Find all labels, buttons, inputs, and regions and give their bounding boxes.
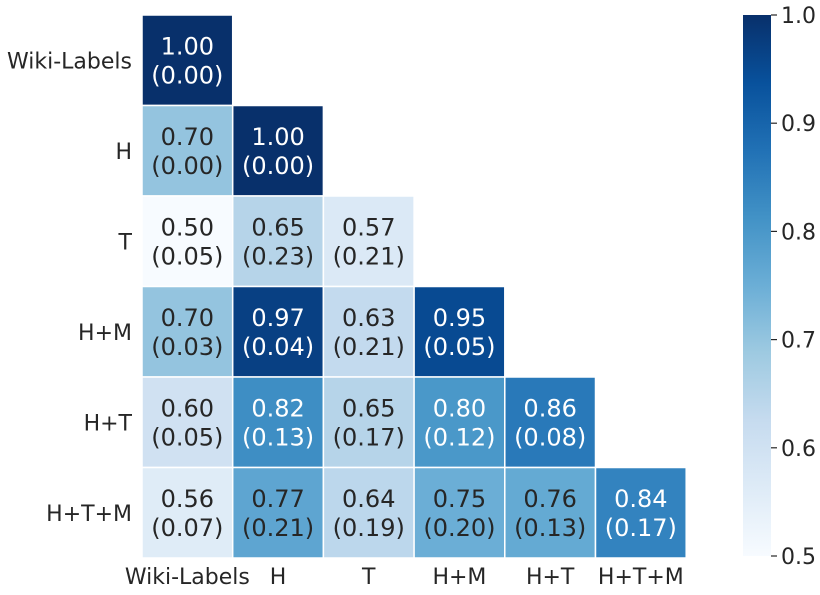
heatmap-cell	[413, 466, 506, 559]
heatmap-cell	[413, 285, 506, 378]
heatmap-cell	[322, 376, 415, 469]
heatmap-cell	[231, 285, 325, 378]
colorbar-tick-label: 0.7	[781, 329, 816, 354]
cell-annotation: 0.95 (0.05)	[423, 304, 495, 361]
cell-annotation: 0.70 (0.03)	[151, 304, 223, 361]
cell-annotation: 0.65 (0.17)	[333, 394, 405, 451]
column-label: H+T+M	[598, 565, 684, 590]
cell-annotation: 0.86 (0.08)	[514, 394, 586, 451]
cell-annotation: 0.82 (0.13)	[242, 394, 314, 451]
column-label: H+M	[432, 565, 486, 590]
column-label: H	[270, 565, 287, 590]
cell-annotation: 0.75 (0.20)	[423, 485, 495, 542]
cell-annotation: 0.65 (0.23)	[242, 213, 314, 270]
row-label: H	[115, 140, 132, 165]
colorbar: 0.5 0.6 0.7 0.8 0.9 1.0	[743, 4, 816, 570]
row-label: H+M	[78, 321, 132, 346]
heatmap-cell	[504, 466, 597, 559]
colorbar-tick-label: 0.6	[781, 437, 816, 462]
heatmap-cell	[322, 195, 415, 288]
colorbar-tick-label: 0.8	[781, 220, 816, 245]
cell-annotation: 0.50 (0.05)	[151, 213, 223, 270]
heatmap-cell	[141, 104, 234, 197]
colorbar-tick-label: 1.0	[781, 4, 816, 29]
heatmap-cell	[322, 285, 415, 378]
row-label: Wiki-Labels	[7, 49, 132, 74]
cell-annotation: 0.76 (0.13)	[514, 485, 586, 542]
cell-annotation: 0.57 (0.21)	[333, 213, 405, 270]
cell-annotation: 1.00 (0.00)	[242, 123, 314, 180]
heatmap-cell	[413, 376, 506, 469]
heatmap-cell	[504, 376, 597, 469]
colorbar-tick-label: 0.9	[781, 112, 816, 137]
cell-annotation: 0.63 (0.21)	[333, 304, 405, 361]
heatmap-cell	[141, 195, 234, 288]
row-label: H+T	[84, 411, 133, 436]
column-labels: Wiki-Labels H T H+M H+T H+T+M	[125, 565, 684, 590]
cell-annotation: 0.56 (0.07)	[151, 485, 223, 542]
heatmap-cells: 1.00 (0.00) 0.70 (0.00) 1.00 (0.00) 0.50 (0.05)…	[141, 14, 687, 559]
row-labels: Wiki-Labels H T H+M H+T H+T+M	[7, 49, 133, 527]
cell-annotation: 0.97 (0.04)	[242, 304, 314, 361]
cell-annotation: 0.80 (0.12)	[423, 394, 495, 451]
column-label: T	[361, 565, 376, 590]
heatmap-cell	[141, 14, 234, 107]
cell-annotation: 0.77 (0.21)	[242, 485, 314, 542]
column-label: H+T	[526, 565, 575, 590]
cell-annotation: 0.70 (0.00)	[151, 123, 223, 180]
heatmap-cell	[231, 376, 325, 469]
column-label: Wiki-Labels	[125, 565, 250, 590]
heatmap-cell	[141, 376, 234, 469]
row-label: T	[118, 230, 133, 255]
heatmap-cell	[231, 104, 325, 197]
cell-annotation: 0.60 (0.05)	[151, 394, 223, 451]
heatmap-cell	[594, 466, 687, 559]
heatmap-cell	[231, 195, 325, 288]
heatmap-cell	[141, 466, 234, 559]
heatmap-cell	[141, 285, 234, 378]
cell-annotation: 0.84 (0.17)	[605, 485, 677, 542]
row-label: H+T+M	[46, 502, 132, 527]
cell-annotation: 1.00 (0.00)	[151, 32, 223, 89]
cell-annotation: 0.64 (0.19)	[333, 485, 405, 542]
colorbar-gradient	[743, 15, 771, 556]
heatmap-cell	[322, 466, 415, 559]
colorbar-tick-label: 0.5	[781, 545, 816, 570]
heatmap-cell	[231, 466, 325, 559]
